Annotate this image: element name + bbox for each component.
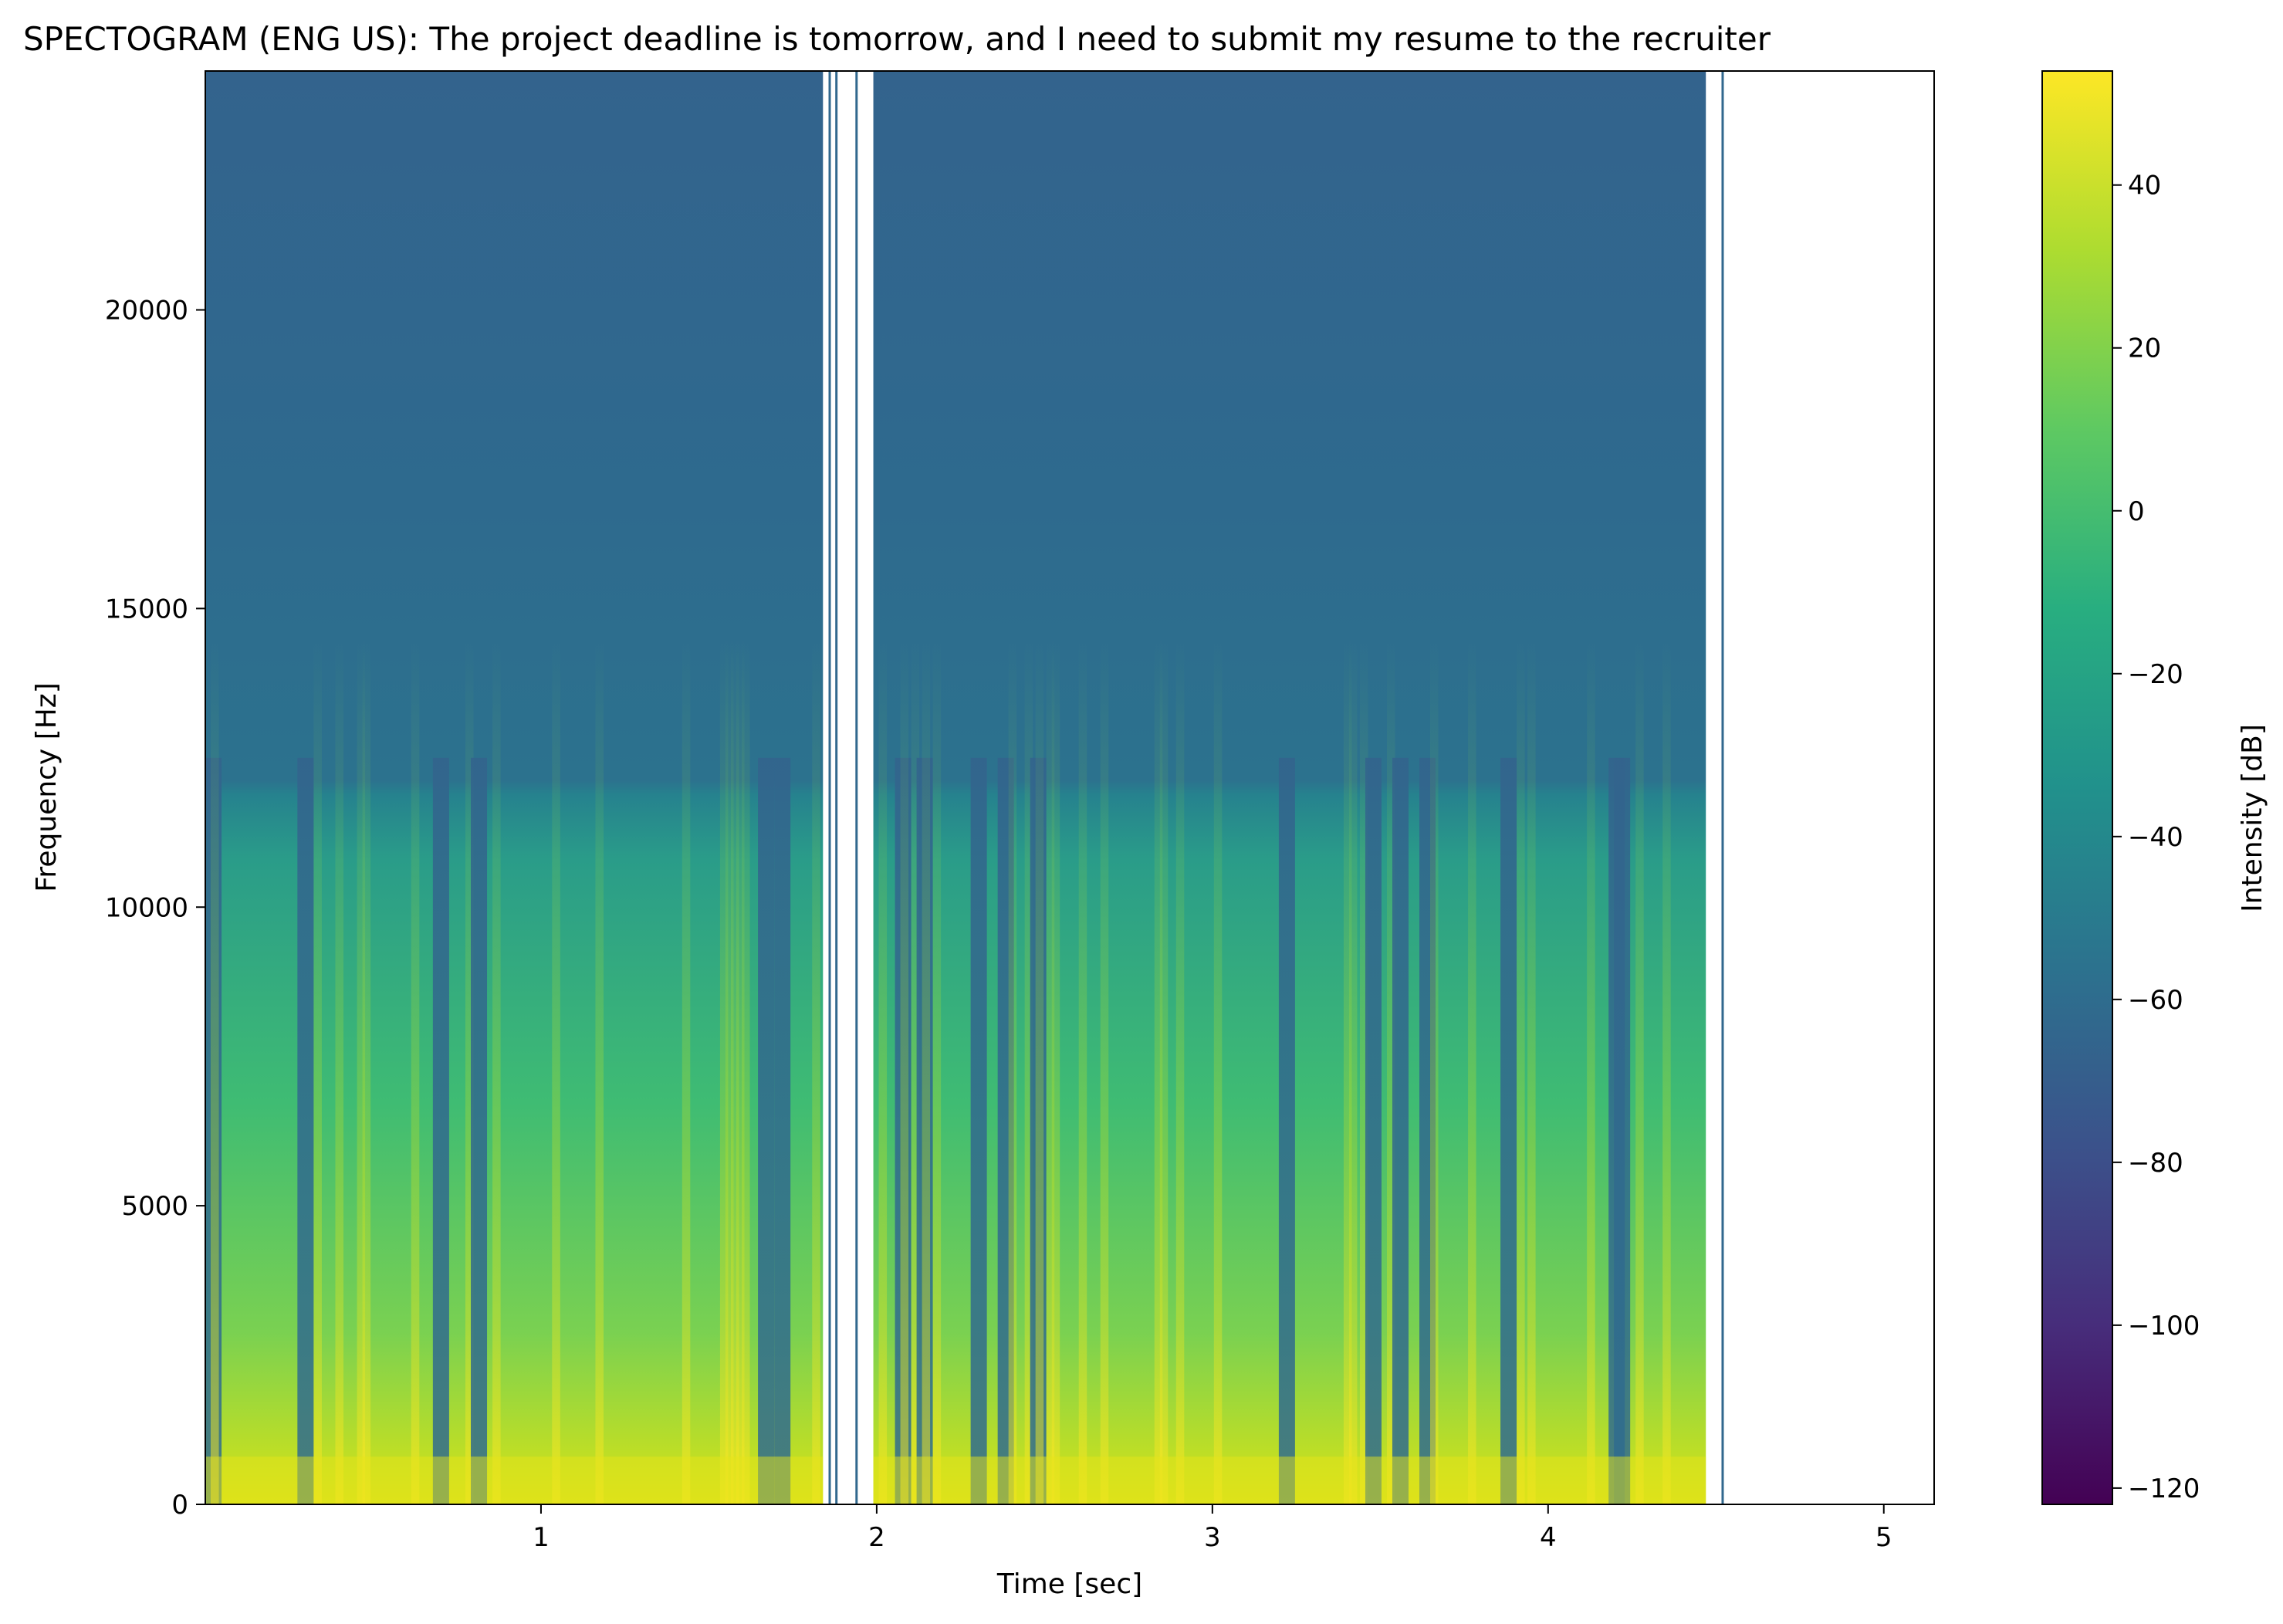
colorbar-tick-label: −100	[2128, 1311, 2200, 1341]
y-axis-label: Frequency [Hz]	[31, 682, 63, 892]
colorbar-tick-label: 0	[2128, 496, 2145, 527]
y-tick-label: 10000	[105, 892, 188, 923]
colorbar-label: Intensity [dB]	[2237, 724, 2268, 912]
y-tick-label: 15000	[105, 594, 188, 624]
colorbar-tick-label: −120	[2128, 1473, 2200, 1504]
colorbar-tick-label: 40	[2128, 171, 2161, 201]
x-tick-label: 2	[868, 1522, 885, 1553]
colorbar-tick-label: −40	[2128, 822, 2183, 853]
plot-frame	[205, 70, 1935, 1505]
x-tick-label: 5	[1875, 1522, 1892, 1553]
y-tick-label: 5000	[121, 1191, 188, 1222]
x-tick-label: 1	[533, 1522, 550, 1553]
x-tick-label: 4	[1540, 1522, 1557, 1553]
colorbar	[2041, 70, 2113, 1505]
x-tick-label: 3	[1204, 1522, 1221, 1553]
chart-title: SPECTOGRAM (ENG US): The project deadlin…	[23, 20, 1771, 58]
colorbar-tick-label: −80	[2128, 1148, 2183, 1179]
colorbar-tick-label: −60	[2128, 985, 2183, 1016]
colorbar-tick-label: 20	[2128, 333, 2161, 364]
y-tick-label: 20000	[105, 296, 188, 326]
colorbar-tick-label: −20	[2128, 659, 2183, 690]
x-axis-label: Time [sec]	[996, 1568, 1142, 1600]
y-tick-label: 0	[171, 1490, 188, 1521]
